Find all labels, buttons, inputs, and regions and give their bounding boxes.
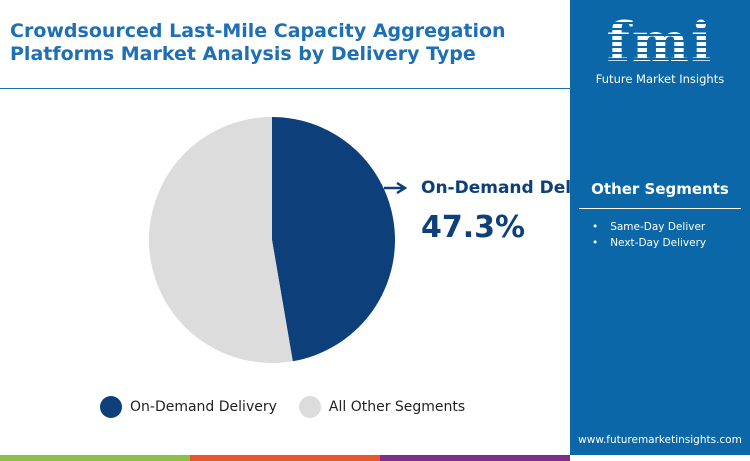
logo-mark: fmi [595, 12, 725, 72]
title-divider [0, 88, 570, 89]
chart-title: Crowdsourced Last-Mile Capacity Aggregat… [10, 20, 506, 65]
bar-orange [190, 455, 380, 461]
fmi-logo: fmi Future Market Insights [595, 12, 725, 86]
legend-label: All Other Segments [328, 399, 466, 415]
bar-purple [380, 455, 570, 461]
list-item: Same-Day Deliver [592, 219, 706, 235]
other-segments-title: Other Segments [591, 180, 729, 198]
callout-value: 47.3% [421, 210, 526, 245]
footer-color-bars [0, 455, 750, 461]
legend-swatch [298, 396, 321, 418]
legend: On-Demand Delivery All Other Segments [100, 396, 487, 418]
pie-chart [148, 117, 408, 364]
brand-name: Future Market Insights [595, 72, 725, 86]
list-item: Next-Day Delivery [592, 235, 706, 251]
legend-item-on-demand: On-Demand Delivery [100, 396, 277, 418]
callout-label: On-Demand Delivery [421, 178, 619, 198]
legend-label: On-Demand Delivery [130, 399, 277, 415]
side-panel: fmi Future Market Insights Other Segment… [570, 0, 750, 455]
pie-slice-1 [148, 117, 293, 364]
other-segments-list: Same-Day Deliver Next-Day Delivery [592, 219, 706, 251]
legend-swatch [100, 396, 122, 418]
pie-slice-0 [272, 117, 395, 362]
callout: On-Demand Delivery 47.3% [421, 176, 619, 245]
legend-item-other: All Other Segments [298, 396, 466, 418]
callout-arrow-icon [384, 181, 408, 195]
website-link[interactable]: www.futuremarketinsights.com [578, 434, 742, 446]
bar-green [0, 455, 190, 461]
other-segments-divider [579, 208, 741, 209]
